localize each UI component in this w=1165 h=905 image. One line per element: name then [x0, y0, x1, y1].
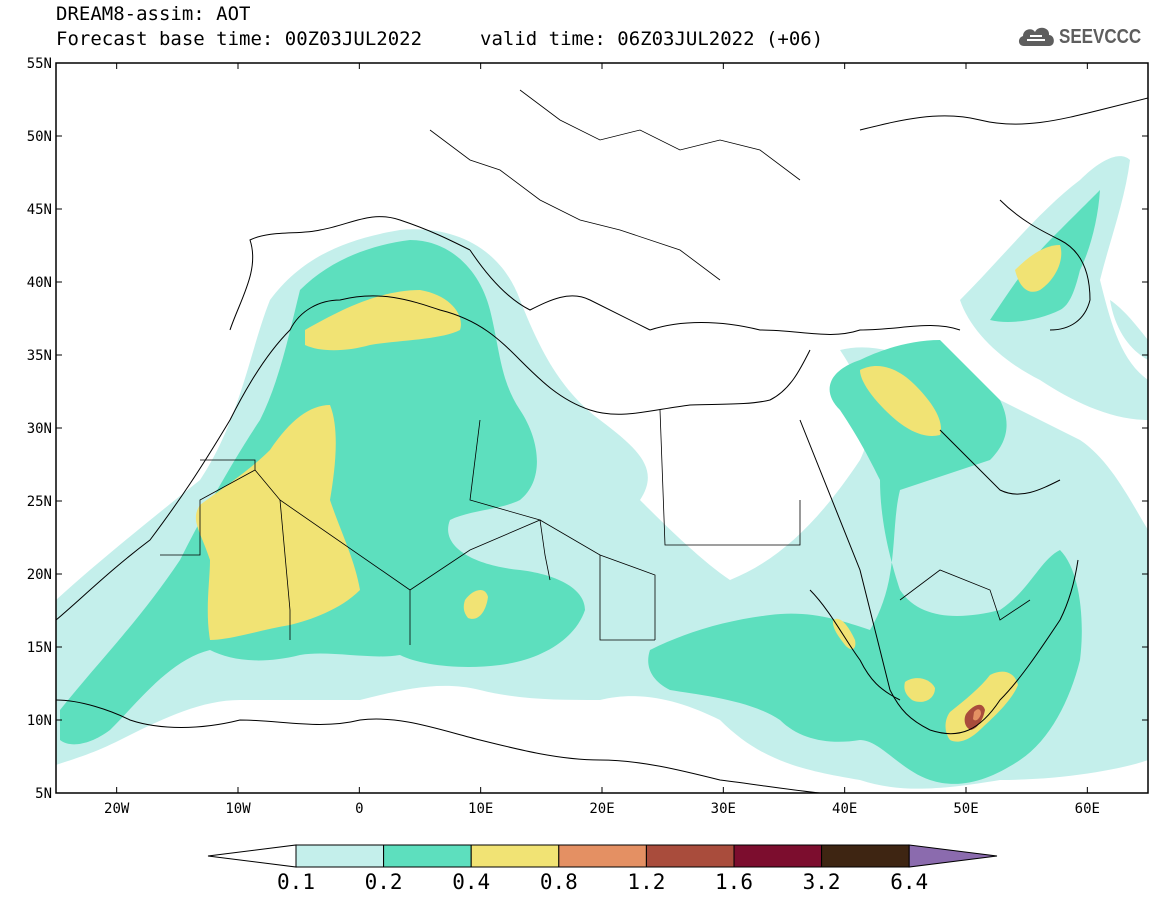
- colorbar-label: 3.2: [803, 870, 841, 894]
- lat-label: 30N: [27, 421, 52, 437]
- lon-label: 20E: [589, 801, 614, 817]
- colorbar-label: 0.4: [452, 870, 490, 894]
- lon-label: 10E: [468, 801, 493, 817]
- colorbar: 0.1 0.2 0.4 0.8 1.2 1.6 3.2 6.4: [207, 844, 998, 894]
- colorbar-box: [470, 844, 560, 868]
- lon-label: 10W: [225, 801, 251, 817]
- colorbar-arrow-low: [207, 844, 297, 868]
- lat-label: 45N: [27, 202, 52, 218]
- lon-label: 50E: [953, 801, 978, 817]
- lon-label: 60E: [1075, 801, 1100, 817]
- lon-label: 30E: [711, 801, 736, 817]
- time-info: Forecast base time: 00Z03JUL2022 valid ti…: [56, 29, 823, 49]
- colorbar-box: [821, 844, 910, 868]
- lon-label: 0: [355, 801, 363, 817]
- lat-label: 5N: [35, 786, 52, 802]
- lat-label: 55N: [27, 56, 52, 72]
- aot-level-0-4: [195, 245, 1062, 742]
- lat-label: 20N: [27, 567, 52, 583]
- latitude-axis: 55N 50N 45N 40N 35N 30N 25N 20N 15N 10N 5N: [27, 56, 1148, 802]
- colorbar-label: 1.2: [627, 870, 665, 894]
- colorbar-box: [558, 844, 647, 868]
- map-title: DREAM8-assim: AOT: [56, 3, 251, 25]
- colorbar-label: 0.2: [365, 870, 403, 894]
- longitude-axis: 20W 10W 0 10E 20E 30E 40E 50E 60E: [104, 63, 1100, 817]
- forecast-base-time: Forecast base time: 00Z03JUL2022: [56, 28, 423, 50]
- aot-level-0-8: [964, 704, 985, 730]
- lat-label: 10N: [27, 713, 52, 729]
- lat-label: 50N: [27, 129, 52, 145]
- lon-label: 40E: [832, 801, 857, 817]
- colorbar-label: 6.4: [890, 870, 928, 894]
- colorbar-arrow-high: [908, 844, 998, 868]
- colorbar-box: [295, 844, 385, 868]
- colorbar-label: 1.6: [715, 870, 753, 894]
- colorbar-box: [383, 844, 472, 868]
- colorbar-box: [645, 844, 735, 868]
- colorbar-label: 0.8: [540, 870, 578, 894]
- colorbar-label: 0.1: [277, 870, 315, 894]
- colorbar-box: [733, 844, 823, 868]
- lon-label: 20W: [104, 801, 130, 817]
- coastlines: [56, 97, 1148, 793]
- lat-label: 40N: [27, 275, 52, 291]
- lat-label: 25N: [27, 494, 52, 510]
- plot-area: [56, 63, 1148, 793]
- country-borders: [160, 89, 1031, 645]
- cloud-icon: [1018, 27, 1054, 46]
- lat-label: 15N: [27, 640, 52, 656]
- seevccc-logo: SEEVCCC: [1016, 22, 1156, 52]
- valid-time: valid time: 06Z03JUL2022 (+06): [480, 28, 824, 50]
- logo-text: SEEVCCC: [1059, 25, 1142, 48]
- lat-label: 35N: [27, 348, 52, 364]
